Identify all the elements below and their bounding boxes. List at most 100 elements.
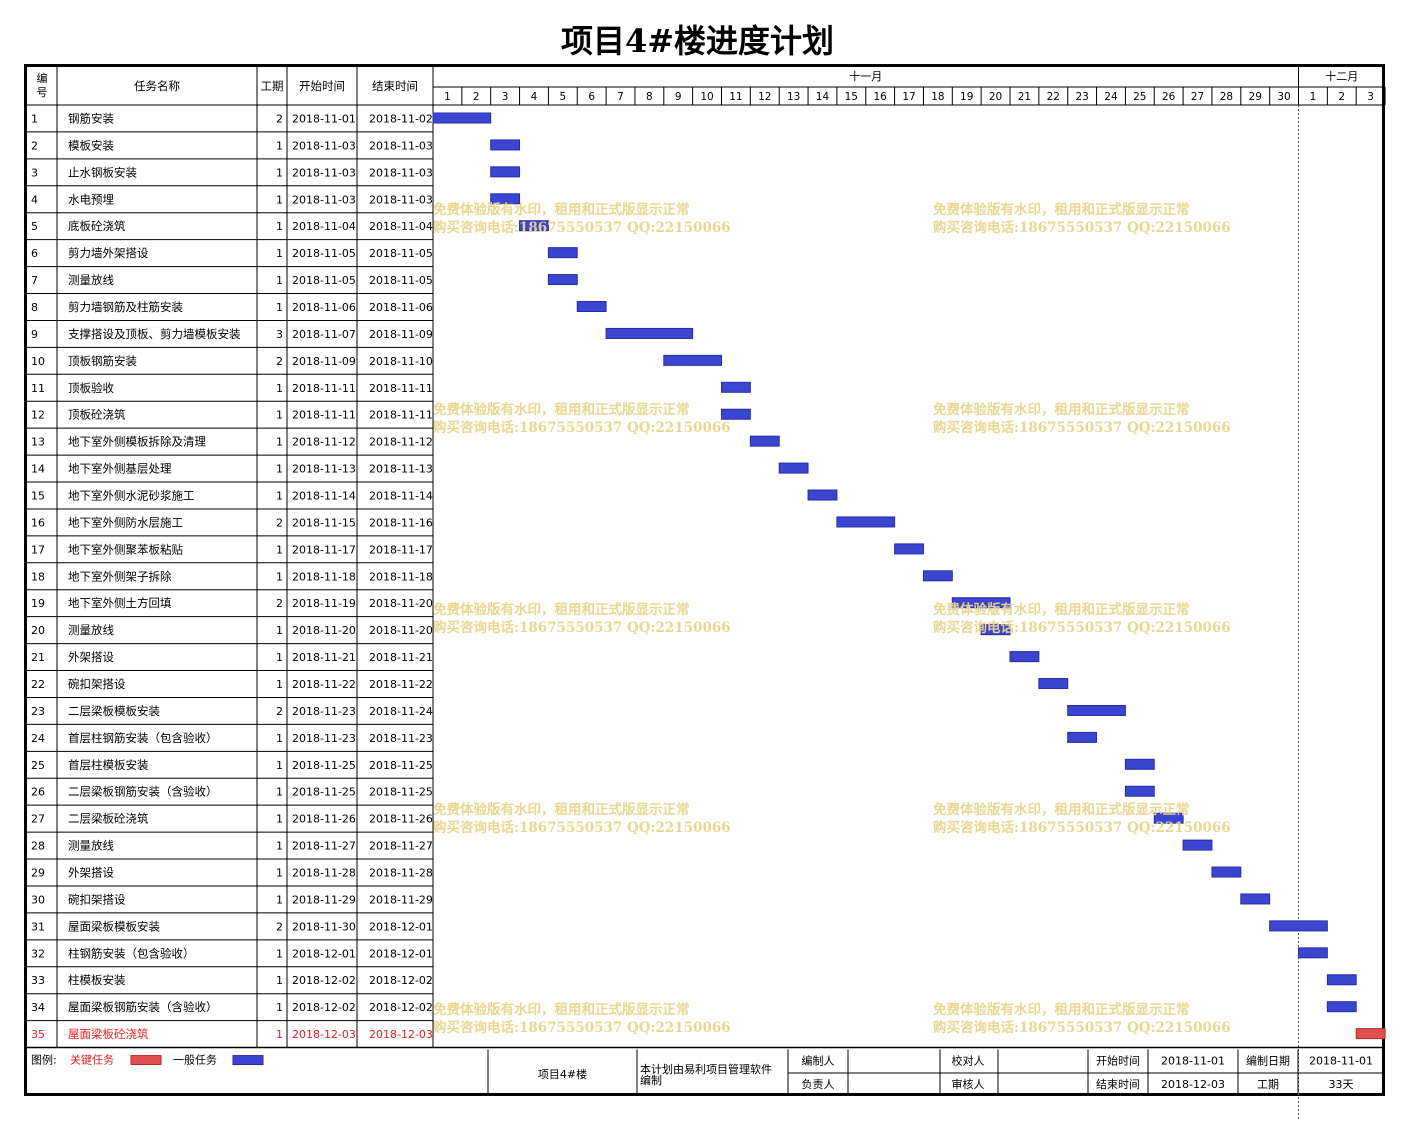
task-end: 2018-12-03 xyxy=(369,1028,433,1041)
task-id: 20 xyxy=(31,624,45,637)
task-name: 首层柱钢筋安装（包含验收） xyxy=(68,731,218,745)
task-duration: 1 xyxy=(276,893,283,906)
task-id: 25 xyxy=(31,759,45,772)
task-duration: 1 xyxy=(276,220,283,233)
day-label: 28 xyxy=(1220,91,1233,103)
task-start: 2018-11-21 xyxy=(292,651,356,664)
task-end: 2018-12-01 xyxy=(369,947,433,960)
legend-critical-label: 关键任务 xyxy=(70,1053,114,1067)
task-bar xyxy=(951,597,1011,609)
task-bar xyxy=(1124,758,1155,770)
task-start: 2018-11-11 xyxy=(292,382,356,395)
critical-task-bar xyxy=(1355,1028,1386,1040)
task-duration: 1 xyxy=(276,1001,283,1014)
task-name: 钢筋安装 xyxy=(68,111,114,125)
task-name: 测量放线 xyxy=(68,273,114,287)
task-name: 水电预埋 xyxy=(68,192,114,206)
task-name: 碗扣架搭设 xyxy=(68,892,126,906)
day-label: 16 xyxy=(873,91,887,103)
header-end: 结束时间 xyxy=(372,79,418,93)
task-duration: 1 xyxy=(276,409,283,422)
day-label: 25 xyxy=(1133,91,1146,103)
legend-label: 图例: xyxy=(31,1053,57,1067)
day-label: 23 xyxy=(1075,91,1088,103)
task-name: 外架搭设 xyxy=(68,650,114,664)
day-label: 24 xyxy=(1104,91,1118,103)
task-name: 柱模板安装 xyxy=(68,973,126,987)
task-start: 2018-12-03 xyxy=(292,1028,356,1041)
task-id: 24 xyxy=(31,732,45,745)
task-start: 2018-11-15 xyxy=(292,516,356,529)
task-bar xyxy=(1269,920,1328,932)
task-bar xyxy=(1298,947,1328,959)
day-label: 27 xyxy=(1191,91,1204,103)
task-start: 2018-11-25 xyxy=(292,786,356,799)
day-label: 22 xyxy=(1047,91,1060,103)
task-start: 2018-11-25 xyxy=(292,759,356,772)
task-bar xyxy=(547,274,578,286)
header-start: 开始时间 xyxy=(299,79,345,93)
task-end: 2018-11-20 xyxy=(369,597,433,610)
task-id: 5 xyxy=(31,220,38,233)
task-id: 17 xyxy=(31,543,45,556)
month-label: 十二月 xyxy=(1325,69,1358,83)
page-title: 项目4#楼进度计划 xyxy=(560,22,835,60)
task-bar xyxy=(778,462,809,474)
month-label: 十一月 xyxy=(849,69,882,83)
task-end: 2018-11-28 xyxy=(369,867,433,880)
task-id: 26 xyxy=(31,786,45,799)
task-id: 1 xyxy=(31,112,38,125)
task-duration: 2 xyxy=(276,516,283,529)
task-id: 19 xyxy=(31,597,45,610)
task-duration: 1 xyxy=(276,1028,283,1041)
task-duration: 1 xyxy=(276,732,283,745)
task-start: 2018-11-03 xyxy=(292,193,356,206)
task-start: 2018-11-18 xyxy=(292,570,356,583)
task-end: 2018-11-14 xyxy=(369,489,433,502)
task-start: 2018-12-01 xyxy=(292,947,356,960)
task-start: 2018-11-20 xyxy=(292,624,356,637)
task-id: 30 xyxy=(31,893,45,906)
task-name: 屋面梁板钢筋安装（含验收） xyxy=(68,1000,218,1014)
legend-normal-label: 一般任务 xyxy=(173,1054,217,1067)
footer-end-label: 结束时间 xyxy=(1096,1078,1140,1091)
day-label: 11 xyxy=(729,91,742,103)
footer-start-label: 开始时间 xyxy=(1096,1054,1140,1068)
task-id: 22 xyxy=(31,678,45,691)
task-duration: 1 xyxy=(276,301,283,314)
header-duration: 工期 xyxy=(261,79,284,93)
task-bar xyxy=(1240,893,1271,905)
task-id: 34 xyxy=(31,1001,45,1014)
task-start: 2018-11-03 xyxy=(292,139,356,152)
task-duration: 1 xyxy=(276,247,283,260)
task-duration: 1 xyxy=(276,759,283,772)
header-id-top: 编 xyxy=(37,71,48,85)
day-label: 8 xyxy=(646,91,653,103)
task-name: 地下室外侧架子拆除 xyxy=(68,569,172,583)
task-name: 顶板验收 xyxy=(68,381,114,395)
task-bar xyxy=(547,247,578,259)
task-bar xyxy=(432,112,492,124)
task-start: 2018-11-27 xyxy=(292,840,356,853)
task-start: 2018-11-07 xyxy=(292,328,356,341)
task-end: 2018-11-11 xyxy=(369,382,433,395)
task-start: 2018-11-05 xyxy=(292,247,356,260)
task-duration: 1 xyxy=(276,624,283,637)
task-name: 测量放线 xyxy=(68,839,114,853)
task-name: 模板安装 xyxy=(68,138,114,152)
task-bar xyxy=(576,301,607,313)
footer-editor-label: 编制人 xyxy=(802,1054,835,1068)
task-end: 2018-11-04 xyxy=(369,220,433,233)
task-id: 8 xyxy=(31,301,38,314)
task-duration: 1 xyxy=(276,193,283,206)
day-label: 14 xyxy=(816,91,830,103)
task-id: 6 xyxy=(31,247,38,260)
task-duration: 1 xyxy=(276,813,283,826)
task-duration: 1 xyxy=(276,436,283,449)
legend-normal-swatch xyxy=(232,1055,264,1066)
task-name: 顶板砼浇筑 xyxy=(68,408,126,422)
task-start: 2018-11-22 xyxy=(292,678,356,691)
task-id: 31 xyxy=(31,920,45,933)
day-label: 2 xyxy=(1338,91,1345,103)
footer-made-date-label: 编制日期 xyxy=(1246,1054,1290,1068)
